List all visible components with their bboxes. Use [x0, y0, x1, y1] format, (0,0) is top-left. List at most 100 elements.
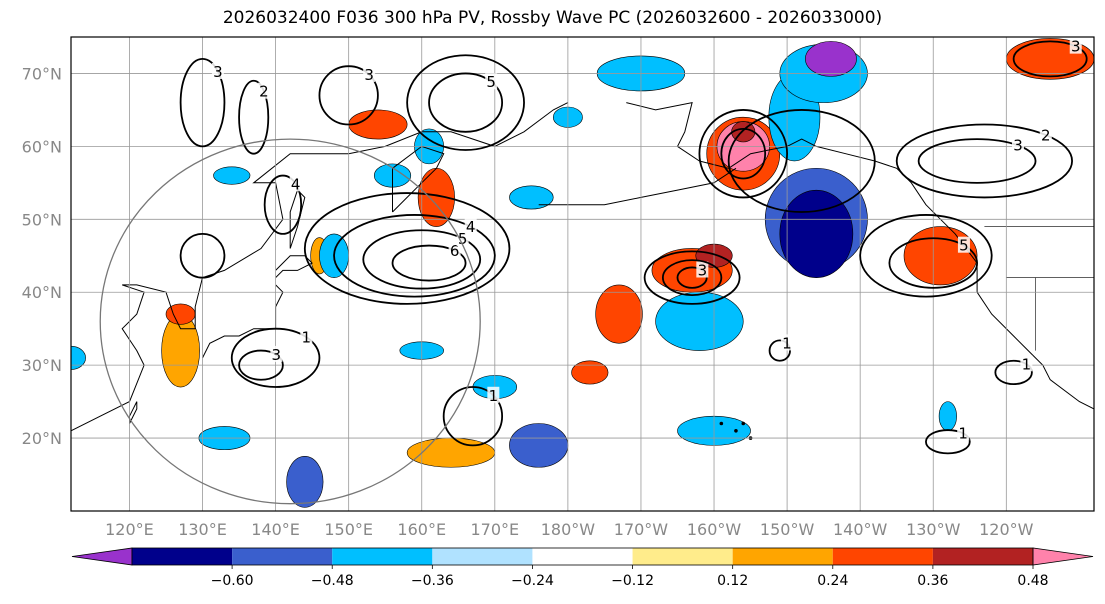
pv-contour — [391, 244, 467, 282]
longitude-label: 170°W — [614, 520, 669, 539]
pv-contour — [406, 54, 525, 151]
pv-contour — [1012, 40, 1088, 78]
contour-label: 5 — [458, 230, 468, 248]
pv-contour — [676, 266, 708, 289]
island — [719, 421, 724, 426]
colorbar-tick-label: −0.12 — [611, 573, 654, 589]
pv-anomaly-patch — [509, 423, 569, 468]
colorbar: −0.60 −0.48 −0.36 −0.24 −0.12 0.12 0.24 0.36 0.4… — [71, 547, 1094, 589]
pv-contour — [428, 72, 504, 133]
contour-label: 3 — [213, 63, 223, 81]
colorbar-segment — [532, 548, 633, 565]
pv-contour — [179, 232, 226, 279]
pv-anomaly-patch — [903, 226, 978, 286]
contour-label-bg — [257, 82, 270, 99]
latitude-label: 30°N — [22, 356, 62, 375]
longitude-label: 180°W — [541, 520, 596, 539]
map-title: 2026032400 F036 300 hPa PV, Rossby Wave … — [222, 8, 883, 28]
pv-contour — [720, 127, 767, 180]
pv-contour — [238, 79, 270, 155]
pv-contour — [917, 138, 1037, 184]
pv-contour — [179, 57, 226, 148]
colorbar-tick-label: −0.24 — [511, 573, 554, 589]
contour-label-bg — [211, 63, 224, 80]
pv-contour — [895, 123, 1073, 199]
colorbar-segment — [832, 548, 933, 565]
pv-contour — [333, 214, 496, 298]
pv-contour — [442, 386, 504, 447]
colorbar-tick-label: −0.48 — [311, 573, 354, 589]
latitude-label: 20°N — [22, 429, 62, 448]
pv-anomaly-patch — [348, 109, 408, 140]
longitude-label: 140°W — [833, 520, 888, 539]
colorbar-segment — [732, 548, 833, 565]
contour-label: 1 — [302, 328, 312, 346]
colorbar-segment — [232, 548, 333, 565]
longitude-label: 150°E — [324, 520, 373, 539]
contour-label: 4 — [291, 175, 301, 193]
pv-anomaly-patch — [165, 303, 196, 325]
contour-label: 3 — [364, 66, 374, 84]
pv-anomaly-patch — [286, 456, 324, 508]
contour-label-bg — [696, 261, 709, 278]
pv-contour — [727, 109, 876, 213]
colorbar-segment — [632, 548, 733, 565]
contour-label-bg — [487, 386, 500, 403]
latitude-labels: 70°N 60°N 50°N 40°N 30°N 20°N — [22, 64, 62, 448]
contour-label: 1 — [1022, 355, 1032, 373]
contour-label-bg — [289, 175, 302, 192]
coastline-segment — [538, 167, 737, 206]
pv-contour — [768, 339, 791, 362]
contour-label: 3 — [272, 346, 282, 364]
colorbar-segment — [432, 548, 533, 565]
contour-label: 5 — [959, 237, 969, 255]
pv-anomaly-patch — [213, 166, 251, 185]
graticule — [71, 37, 1094, 511]
colorbar-tick-label: −0.60 — [211, 573, 254, 589]
longitude-label: 160°W — [687, 520, 742, 539]
coastline-segment — [289, 189, 306, 249]
pv-anomaly-patch — [938, 401, 957, 432]
contour-label-bg — [780, 334, 793, 351]
latitude-label: 40°N — [22, 283, 62, 302]
coastline-segment — [392, 145, 445, 213]
colorbar-tick-label: 0.24 — [817, 573, 848, 589]
longitude-label: 170°E — [470, 520, 519, 539]
longitude-label: 160°E — [397, 520, 446, 539]
contour-label-bg — [270, 345, 283, 362]
contour-label: 3 — [698, 261, 708, 279]
longitude-label: 150°W — [760, 520, 815, 539]
contour-label: 3 — [1071, 38, 1081, 56]
contour-label: 1 — [782, 334, 792, 352]
pv-anomaly-patch — [161, 313, 200, 388]
latitude-label: 50°N — [22, 210, 62, 229]
coastline-segment — [202, 284, 284, 359]
pv-contour — [238, 349, 284, 381]
contour-label: 1 — [489, 387, 499, 405]
contour-label-bg — [363, 65, 376, 82]
longitude-label: 130°E — [178, 520, 227, 539]
longitude-label: 140°E — [251, 520, 300, 539]
pv-contour — [230, 327, 321, 388]
longitude-label: 120°W — [979, 520, 1034, 539]
pv-contour — [643, 250, 741, 305]
colorbar-tick-label: 0.36 — [917, 573, 948, 589]
colorbar-outline — [131, 547, 1034, 566]
island — [741, 421, 746, 426]
colorbar-segment — [932, 548, 1033, 565]
pv-contour — [263, 174, 303, 235]
coastline-segment — [275, 255, 313, 278]
contour-label: 5 — [486, 73, 496, 91]
contour-label-bg — [1020, 355, 1033, 372]
contour-label: 6 — [450, 242, 460, 260]
contour-label-bg — [1012, 136, 1025, 153]
pv-contour — [994, 359, 1033, 386]
colorbar-segment — [332, 548, 433, 565]
contour-label: 2 — [1041, 126, 1051, 144]
pv-anomaly-shading — [71, 38, 1094, 508]
pv-contour — [888, 237, 978, 289]
colorbar-tick-label: −0.36 — [411, 573, 454, 589]
coastline-segment — [626, 101, 700, 162]
contour-label: 2 — [259, 83, 269, 101]
